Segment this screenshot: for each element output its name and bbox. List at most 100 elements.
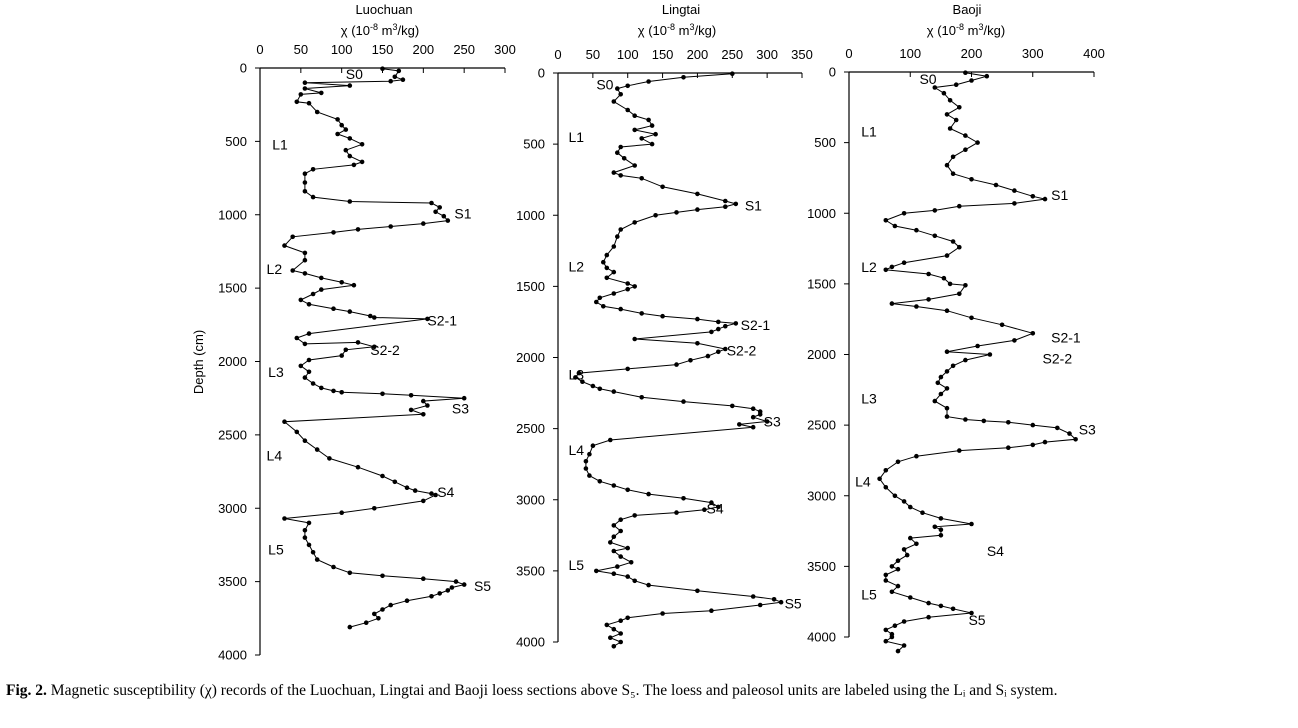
data-point-baoji-23 bbox=[957, 203, 962, 209]
data-point-baoji-74 bbox=[895, 459, 901, 465]
panel-baoji: 0 100 200 300 400050010001500200025003000350… bbox=[807, 46, 1105, 654]
x-tick-label-lingtai-350: 350 bbox=[791, 47, 813, 62]
data-point-luochuan-15 bbox=[343, 127, 349, 132]
data-point-lingtai-7 bbox=[625, 107, 630, 113]
data-point-lingtai-6 bbox=[611, 99, 617, 104]
data-point-baoji-105 bbox=[892, 623, 898, 628]
unit-label-luochuan-S2-1: S2-1 bbox=[427, 312, 457, 328]
data-point-luochuan-83 bbox=[355, 464, 361, 470]
data-point-luochuan-29 bbox=[429, 200, 434, 206]
data-point-luochuan-4 bbox=[388, 78, 394, 84]
data-point-baoji-61 bbox=[944, 414, 950, 419]
data-point-baoji-81 bbox=[920, 510, 925, 515]
data-point-lingtai-0 bbox=[730, 71, 735, 76]
data-point-lingtai-44 bbox=[594, 299, 599, 305]
data-point-lingtai-27 bbox=[695, 207, 700, 212]
series-line-baoji bbox=[878, 72, 1077, 652]
data-point-lingtai-11 bbox=[632, 127, 637, 133]
data-point-luochuan-61 bbox=[343, 347, 349, 353]
data-point-luochuan-45 bbox=[339, 280, 345, 285]
data-point-baoji-91 bbox=[895, 558, 901, 563]
x-tick-label-baoji-400: 400 bbox=[1083, 46, 1105, 61]
y-tick-label-lingtai-0: 0 bbox=[538, 66, 545, 81]
data-point-baoji-30 bbox=[950, 239, 956, 244]
x-tick-label-lingtai-50: 50 bbox=[586, 47, 600, 62]
data-point-luochuan-40 bbox=[302, 250, 308, 256]
data-point-baoji-70 bbox=[1030, 442, 1036, 448]
x-tick-label-baoji-200: 200 bbox=[961, 46, 983, 61]
data-point-luochuan-0 bbox=[380, 66, 385, 71]
panel-luochuan: 0 50 100 150 200 250 3000500100015002000250030… bbox=[218, 42, 516, 663]
unit-label-luochuan-S3: S3 bbox=[452, 400, 469, 416]
data-point-baoji-33 bbox=[901, 260, 907, 266]
data-point-lingtai-93 bbox=[674, 510, 679, 515]
unit-label-baoji-L5: L5 bbox=[861, 587, 877, 603]
unit-label-lingtai-L1: L1 bbox=[568, 129, 584, 145]
data-point-lingtai-84 bbox=[587, 473, 592, 478]
x-tick-label-luochuan-0: 0 bbox=[256, 42, 263, 57]
data-point-baoji-77 bbox=[883, 485, 889, 490]
data-point-luochuan-93 bbox=[282, 516, 287, 521]
data-point-luochuan-63 bbox=[306, 357, 312, 363]
y-tick-label-luochuan-3500: 3500 bbox=[218, 574, 247, 589]
data-point-baoji-60 bbox=[944, 405, 950, 411]
data-point-lingtai-28 bbox=[674, 210, 679, 215]
data-point-luochuan-47 bbox=[319, 287, 324, 292]
data-point-luochuan-56 bbox=[306, 331, 312, 336]
unit-label-luochuan-S5: S5 bbox=[474, 578, 491, 594]
data-point-baoji-99 bbox=[926, 600, 931, 606]
data-point-baoji-97 bbox=[889, 589, 895, 595]
data-point-luochuan-57 bbox=[294, 335, 300, 341]
data-point-baoji-39 bbox=[963, 283, 968, 288]
data-point-lingtai-31 bbox=[618, 227, 623, 232]
data-point-lingtai-56 bbox=[695, 341, 700, 346]
data-point-lingtai-53 bbox=[716, 326, 721, 332]
y-tick-label-lingtai-2500: 2500 bbox=[516, 421, 545, 436]
data-point-luochuan-95 bbox=[302, 528, 308, 533]
data-point-lingtai-12 bbox=[653, 131, 658, 137]
data-point-luochuan-77 bbox=[421, 412, 426, 417]
data-point-baoji-21 bbox=[1042, 196, 1048, 202]
data-point-luochuan-110 bbox=[404, 598, 410, 603]
data-point-luochuan-13 bbox=[335, 117, 340, 122]
data-point-luochuan-9 bbox=[298, 92, 304, 97]
data-point-luochuan-75 bbox=[425, 403, 430, 408]
data-point-baoji-53 bbox=[950, 363, 956, 369]
data-point-lingtai-39 bbox=[625, 281, 630, 286]
data-point-luochuan-35 bbox=[388, 224, 394, 229]
y-axis-label: Depth (cm) bbox=[191, 330, 206, 394]
data-point-luochuan-36 bbox=[355, 227, 361, 232]
x-tick-label-luochuan-250: 250 bbox=[453, 42, 475, 57]
data-point-luochuan-27 bbox=[310, 194, 316, 200]
data-point-baoji-26 bbox=[883, 218, 889, 223]
unit-label-baoji-S1: S1 bbox=[1051, 187, 1068, 203]
data-point-luochuan-80 bbox=[302, 438, 308, 444]
x-tick-label-luochuan-50: 50 bbox=[294, 42, 308, 57]
data-point-baoji-83 bbox=[969, 521, 974, 527]
data-point-luochuan-28 bbox=[347, 199, 353, 204]
data-point-lingtai-32 bbox=[615, 234, 620, 239]
data-point-luochuan-101 bbox=[347, 570, 353, 576]
data-point-luochuan-33 bbox=[445, 218, 451, 223]
data-point-lingtai-71 bbox=[730, 403, 735, 409]
data-point-luochuan-59 bbox=[355, 340, 361, 345]
y-tick-label-baoji-4000: 4000 bbox=[807, 630, 836, 645]
data-point-luochuan-91 bbox=[372, 506, 377, 511]
data-point-luochuan-66 bbox=[302, 375, 308, 380]
data-point-lingtai-15 bbox=[618, 144, 623, 150]
data-point-luochuan-71 bbox=[380, 391, 385, 397]
data-point-lingtai-60 bbox=[688, 358, 693, 363]
data-point-baoji-8 bbox=[944, 112, 950, 117]
data-point-lingtai-95 bbox=[618, 517, 623, 522]
data-point-luochuan-48 bbox=[310, 291, 316, 297]
x-tick-label-lingtai-200: 200 bbox=[687, 47, 709, 62]
data-point-baoji-75 bbox=[883, 468, 889, 473]
data-point-luochuan-3 bbox=[400, 77, 406, 82]
data-point-luochuan-31 bbox=[433, 209, 438, 215]
data-point-baoji-16 bbox=[950, 171, 956, 176]
data-point-luochuan-42 bbox=[290, 268, 296, 273]
figure-chart: Luochuan χ (10-8 m3/kg) Lingtai χ (10-8 … bbox=[191, 2, 1105, 663]
data-point-lingtai-1 bbox=[681, 75, 686, 80]
y-tick-label-luochuan-4000: 4000 bbox=[218, 648, 247, 663]
data-point-baoji-67 bbox=[1067, 431, 1072, 436]
